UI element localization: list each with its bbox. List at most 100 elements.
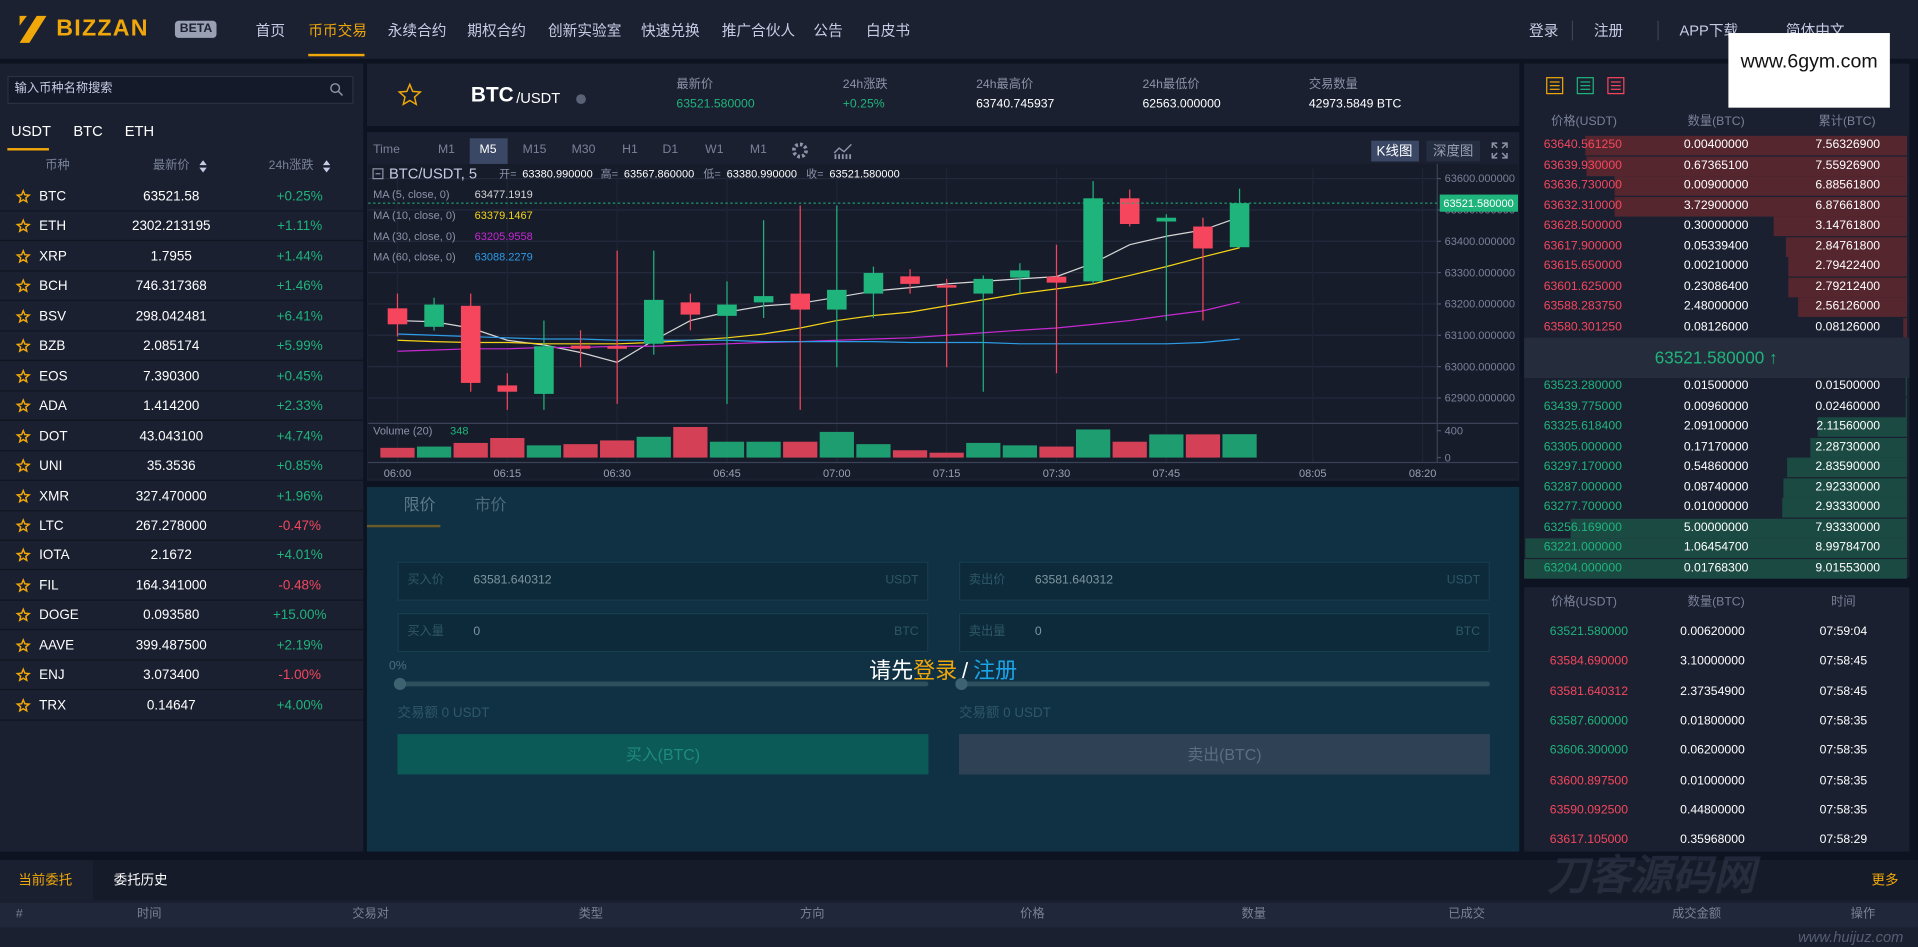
market-row[interactable] <box>0 242 364 272</box>
market-row[interactable] <box>0 541 364 571</box>
interval-button[interactable]: M5 <box>479 143 497 157</box>
market-row[interactable] <box>0 182 364 212</box>
watermark-title: 刀客源码网 <box>1547 852 1756 900</box>
trade-button[interactable]: 买入(BTC) <box>625 745 701 764</box>
star-icon <box>15 398 31 413</box>
market-row[interactable] <box>0 422 364 451</box>
book-column-header: 价格(USDT) <box>1551 115 1618 129</box>
trade-button[interactable]: 卖出(BTC) <box>1187 745 1262 764</box>
order-type-tab[interactable]: 限价 <box>403 495 436 514</box>
market-change: +4.74% <box>276 428 323 444</box>
nav-link[interactable]: 币币交易 <box>308 22 367 40</box>
nav-active-underline <box>308 53 365 57</box>
nav-link[interactable]: 首页 <box>255 22 286 40</box>
login-prompt: 请先登录 / 注册 <box>869 656 1017 685</box>
interval-button[interactable]: Time <box>373 143 400 157</box>
book-amount: 0.05339400 <box>1683 239 1749 253</box>
trade-amount: 0.44800000 <box>1680 803 1745 818</box>
market-row[interactable] <box>0 691 364 721</box>
market-row[interactable] <box>0 661 364 691</box>
input-value: 0 <box>473 625 481 639</box>
interval-button[interactable]: M30 <box>571 143 596 157</box>
header-link[interactable]: 注册 <box>1593 22 1624 40</box>
star-icon <box>15 338 31 353</box>
book-total: 2.93330000 <box>1815 500 1881 514</box>
login-link[interactable]: 注册 <box>973 658 1018 683</box>
order-type-tab[interactable]: 市价 <box>474 495 507 514</box>
interval-button[interactable]: D1 <box>662 143 679 157</box>
nav-link[interactable]: 白皮书 <box>866 22 911 40</box>
market-tab[interactable]: USDT <box>11 122 51 140</box>
book-amount: 0.01768300 <box>1683 560 1749 575</box>
market-row[interactable] <box>0 272 364 302</box>
star-shape <box>15 248 31 264</box>
market-row[interactable] <box>0 481 364 511</box>
orders-tab[interactable]: 委托历史 <box>113 873 168 889</box>
star-icon <box>15 458 31 473</box>
orders-more[interactable]: 更多 <box>1871 873 1899 889</box>
nav-link[interactable]: 推广合伙人 <box>721 22 796 40</box>
header-link[interactable]: 登录 <box>1529 22 1559 40</box>
ma-legend-value: 63477.1919 <box>474 188 533 201</box>
market-tab[interactable]: ETH <box>124 122 155 140</box>
input-box[interactable] <box>397 612 929 653</box>
nav-link[interactable]: 期权合约 <box>467 22 526 40</box>
sort-icon <box>322 160 331 173</box>
nav-link[interactable]: 创新实验室 <box>547 22 622 40</box>
nav-link[interactable]: 快速兑换 <box>640 22 700 40</box>
login-link[interactable]: 登录 <box>913 658 958 683</box>
input-label: 卖出量 <box>968 625 1006 639</box>
slider-knob[interactable] <box>393 677 407 691</box>
input-box[interactable] <box>958 612 1490 653</box>
info-icon <box>576 94 586 104</box>
input-value: 63581.640312 <box>473 573 552 588</box>
trade-price: 63617.105000 <box>1549 833 1629 847</box>
nav-link[interactable]: 公告 <box>813 22 843 40</box>
book-price: 63632.310000 <box>1543 198 1622 213</box>
market-row[interactable] <box>0 631 364 661</box>
sort-down <box>322 167 331 173</box>
interval-button[interactable]: H1 <box>622 143 638 157</box>
market-row[interactable] <box>0 601 364 631</box>
market-row[interactable] <box>0 392 364 422</box>
market-row[interactable] <box>0 571 364 601</box>
market-coin: FIL <box>39 578 59 594</box>
input-box[interactable] <box>397 561 929 601</box>
interval-button[interactable]: W1 <box>705 143 724 157</box>
interval-button[interactable]: M1 <box>749 143 767 157</box>
input-box[interactable] <box>958 561 1490 601</box>
market-row[interactable] <box>0 302 364 332</box>
trade-button-bg[interactable] <box>397 734 929 775</box>
view-button[interactable]: 深度图 <box>1432 144 1474 160</box>
ma-legend-name: MA (10, close, 0) <box>373 209 456 222</box>
slider-track[interactable] <box>397 681 929 687</box>
book-total: 2.56126000 <box>1815 299 1881 314</box>
view-button[interactable]: K线图 <box>1376 144 1413 160</box>
search-box[interactable] <box>7 75 354 104</box>
orders-tab[interactable]: 当前委托 <box>18 873 73 889</box>
trades-column-header: 数量(BTC) <box>1687 595 1745 610</box>
market-row[interactable] <box>0 362 364 392</box>
book-total: 7.93330000 <box>1815 520 1881 535</box>
market-row[interactable] <box>0 212 364 242</box>
header-divider <box>1657 20 1659 41</box>
trade-button-bg[interactable] <box>958 734 1490 775</box>
depth-bar <box>1614 196 1907 216</box>
depth-bar <box>1817 417 1907 437</box>
orders-column-header: 方向 <box>799 907 825 922</box>
market-tab[interactable]: BTC <box>73 122 103 140</box>
nav-link[interactable]: 永续合约 <box>387 22 447 40</box>
interval-button[interactable]: M15 <box>522 143 547 157</box>
depth-bar <box>1786 236 1907 257</box>
trades-column-header: 时间 <box>1831 595 1856 610</box>
star-shape <box>15 517 31 533</box>
header-link[interactable]: APP下载 <box>1679 22 1739 40</box>
ohlc-value: 63567.860000 <box>623 167 695 180</box>
market-row[interactable] <box>0 452 364 481</box>
market-row[interactable] <box>0 332 364 362</box>
interval-button[interactable]: M1 <box>437 143 455 157</box>
slider-knob[interactable] <box>955 677 968 691</box>
market-row[interactable] <box>0 511 364 541</box>
trade-total: 交易额 0 USDT <box>397 705 490 721</box>
slider-track[interactable] <box>958 681 1490 687</box>
